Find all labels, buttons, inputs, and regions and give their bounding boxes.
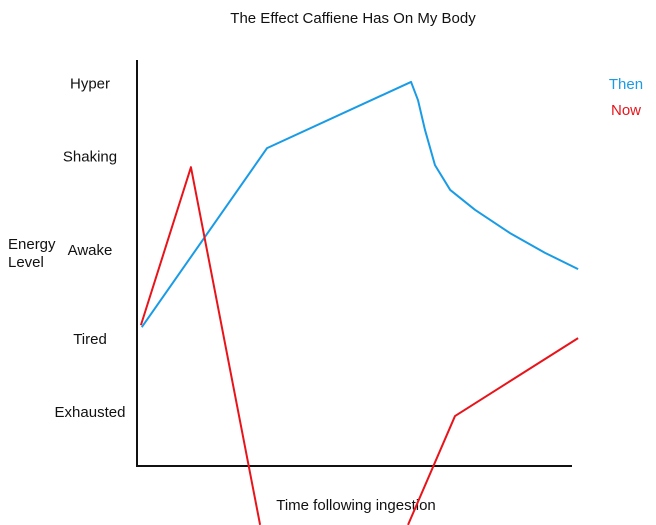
chart-title: The Effect Caffiene Has On My Body (230, 10, 476, 27)
y-tick-label: Exhausted (55, 404, 126, 421)
line-series (140, 80, 579, 328)
y-tick-label: Awake (68, 242, 113, 259)
line-series (139, 166, 579, 525)
legend-entry: Then (609, 76, 643, 93)
y-tick-label: Tired (73, 331, 107, 348)
y-tick-label: Shaking (63, 148, 117, 165)
y-axis-label: Level (8, 254, 44, 271)
x-axis-label: Time following ingestion (276, 497, 436, 514)
legend-entry: Now (611, 102, 641, 119)
y-axis-label: Energy (8, 236, 56, 253)
y-tick-label: Hyper (70, 75, 110, 92)
